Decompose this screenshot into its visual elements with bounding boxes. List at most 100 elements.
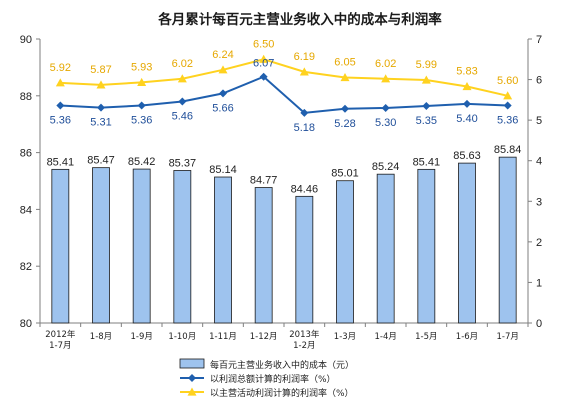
legend-label-bar: 每百元主营业务收入中的成本（元）: [210, 359, 354, 371]
blue-data-label: 5.36: [131, 115, 152, 127]
x-tick-label: 2013年: [289, 329, 320, 340]
diamond-marker: [463, 99, 471, 108]
blue-data-label: 5.40: [456, 113, 477, 125]
bar-data-label: 85.01: [331, 168, 359, 180]
left-tick-label: 80: [20, 318, 32, 330]
bar-data-label: 85.47: [87, 155, 115, 167]
x-tick-label: 1-7月: [496, 332, 518, 342]
bar-data-label: 85.63: [453, 150, 481, 162]
yellow-data-label: 6.24: [212, 49, 233, 61]
bar-data-label: 85.37: [169, 157, 197, 169]
bar: [173, 170, 192, 324]
left-tick-label: 84: [20, 204, 32, 216]
triangle-marker: [137, 77, 147, 87]
bar: [51, 168, 70, 324]
x-tick-label: 1-12月: [250, 332, 278, 342]
blue-data-label: 5.28: [334, 118, 355, 130]
legend-label-total-profit: 以利润总额计算的利润率（%）: [210, 373, 336, 385]
triangle-marker: [421, 75, 431, 84]
blue-data-label: 5.35: [416, 115, 437, 127]
bar: [295, 195, 314, 324]
x-tick-label: 1-8月: [90, 332, 112, 342]
series-line-main-activity-profit: [60, 58, 508, 97]
right-tick-label: 1: [536, 277, 542, 289]
bar: [417, 168, 436, 324]
bar: [132, 168, 151, 324]
blue-data-label: 5.30: [375, 117, 396, 129]
right-tick-label: 0: [536, 318, 542, 330]
triangle-marker: [96, 80, 106, 89]
bar: [92, 167, 110, 324]
yellow-data-label: 5.87: [90, 64, 111, 76]
chart-title: 各月累计每百元主营业务收入中的成本与利润率: [157, 11, 442, 28]
legend-label-main-activity-profit: 以主营活动利润计算的利润率（%）: [210, 387, 354, 399]
left-tick-label: 86: [20, 148, 32, 160]
x-tick-label: 1-7月: [49, 341, 71, 351]
diamond-marker: [219, 89, 227, 98]
left-tick-label: 90: [20, 34, 32, 46]
triangle-marker: [299, 67, 309, 76]
triangle-marker: [462, 81, 472, 91]
yellow-data-label: 6.50: [253, 38, 274, 50]
lines-layer: [55, 54, 513, 396]
legend-swatch-bar: [179, 358, 205, 369]
right-tick-label: 6: [536, 75, 542, 87]
triangle-marker: [177, 74, 187, 83]
triangle-marker: [259, 54, 269, 63]
bar: [376, 173, 395, 324]
diamond-marker: [56, 101, 65, 110]
blue-data-label: 5.36: [50, 115, 71, 127]
bars-layer: [51, 156, 517, 324]
bar-data-label: 85.41: [413, 156, 441, 168]
triangle-marker: [55, 78, 65, 87]
triangle-marker: [340, 73, 350, 82]
x-tick-label: 1-6月: [456, 332, 478, 342]
blue-data-label: 6.07: [253, 58, 274, 70]
diamond-marker: [300, 108, 309, 117]
legend: 每百元主营业务收入中的成本（元） 以利润总额计算的利润率（%） 以主营活动利润计算的…: [179, 358, 354, 399]
yellow-data-label: 6.19: [294, 51, 315, 63]
series-line-total-profit: [60, 75, 508, 114]
x-tick-label: 2012年: [45, 329, 76, 340]
blue-data-label: 5.66: [212, 102, 233, 114]
yellow-data-label: 5.93: [131, 61, 152, 73]
yellow-data-label: 6.02: [172, 58, 193, 70]
blue-data-label: 5.18: [294, 122, 315, 134]
bar: [498, 156, 517, 324]
blue-data-label: 5.46: [172, 110, 193, 122]
bar: [458, 162, 476, 324]
diamond-marker: [503, 101, 512, 110]
x-tick-label: 1-4月: [374, 332, 396, 342]
bar-data-label: 84.77: [250, 175, 278, 187]
yellow-data-label: 6.05: [334, 57, 355, 69]
diamond-marker: [178, 97, 187, 106]
bar: [254, 187, 273, 324]
yellow-data-label: 5.92: [50, 62, 71, 74]
yellow-data-label: 5.60: [497, 75, 518, 87]
diamond-marker: [341, 104, 349, 113]
x-tick-label: 1-3月: [334, 332, 356, 342]
left-tick-label: 82: [20, 261, 32, 273]
diamond-marker: [137, 101, 146, 110]
triangle-marker: [381, 74, 391, 83]
bar-data-label: 85.41: [47, 156, 75, 168]
right-tick-label: 2: [536, 237, 542, 249]
triangle-marker: [218, 65, 228, 74]
x-tick-label: 1-11月: [209, 332, 237, 342]
x-tick-label: 1-2月: [293, 341, 315, 351]
diamond-marker: [422, 101, 431, 110]
x-tick-label: 1-9月: [130, 332, 152, 342]
x-tick-label: 1-10月: [168, 332, 196, 342]
yellow-data-label: 6.02: [375, 58, 396, 70]
bar-data-label: 85.84: [494, 144, 522, 156]
right-tick-label: 7: [536, 34, 542, 46]
bar-data-label: 85.42: [128, 156, 156, 168]
bar-data-label: 85.14: [209, 164, 237, 176]
x-tick-label: 1-5月: [415, 332, 437, 342]
diamond-marker: [259, 72, 268, 81]
right-tick-label: 5: [536, 115, 542, 127]
right-tick-label: 3: [536, 196, 542, 208]
